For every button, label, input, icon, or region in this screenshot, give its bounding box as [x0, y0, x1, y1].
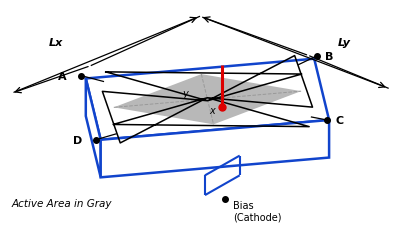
Text: A: A — [58, 72, 67, 82]
Polygon shape — [114, 74, 301, 124]
Text: y: y — [183, 89, 188, 99]
Text: C: C — [335, 116, 343, 126]
Text: Lx: Lx — [49, 38, 63, 48]
Text: x: x — [210, 106, 215, 116]
Text: B: B — [325, 52, 334, 62]
Text: Active Area in Gray: Active Area in Gray — [11, 199, 112, 209]
Polygon shape — [86, 59, 329, 140]
Polygon shape — [101, 120, 329, 177]
Text: Ly: Ly — [338, 38, 350, 48]
Text: D: D — [72, 136, 82, 146]
Polygon shape — [86, 78, 101, 177]
Text: Bias
(Cathode): Bias (Cathode) — [233, 201, 281, 223]
